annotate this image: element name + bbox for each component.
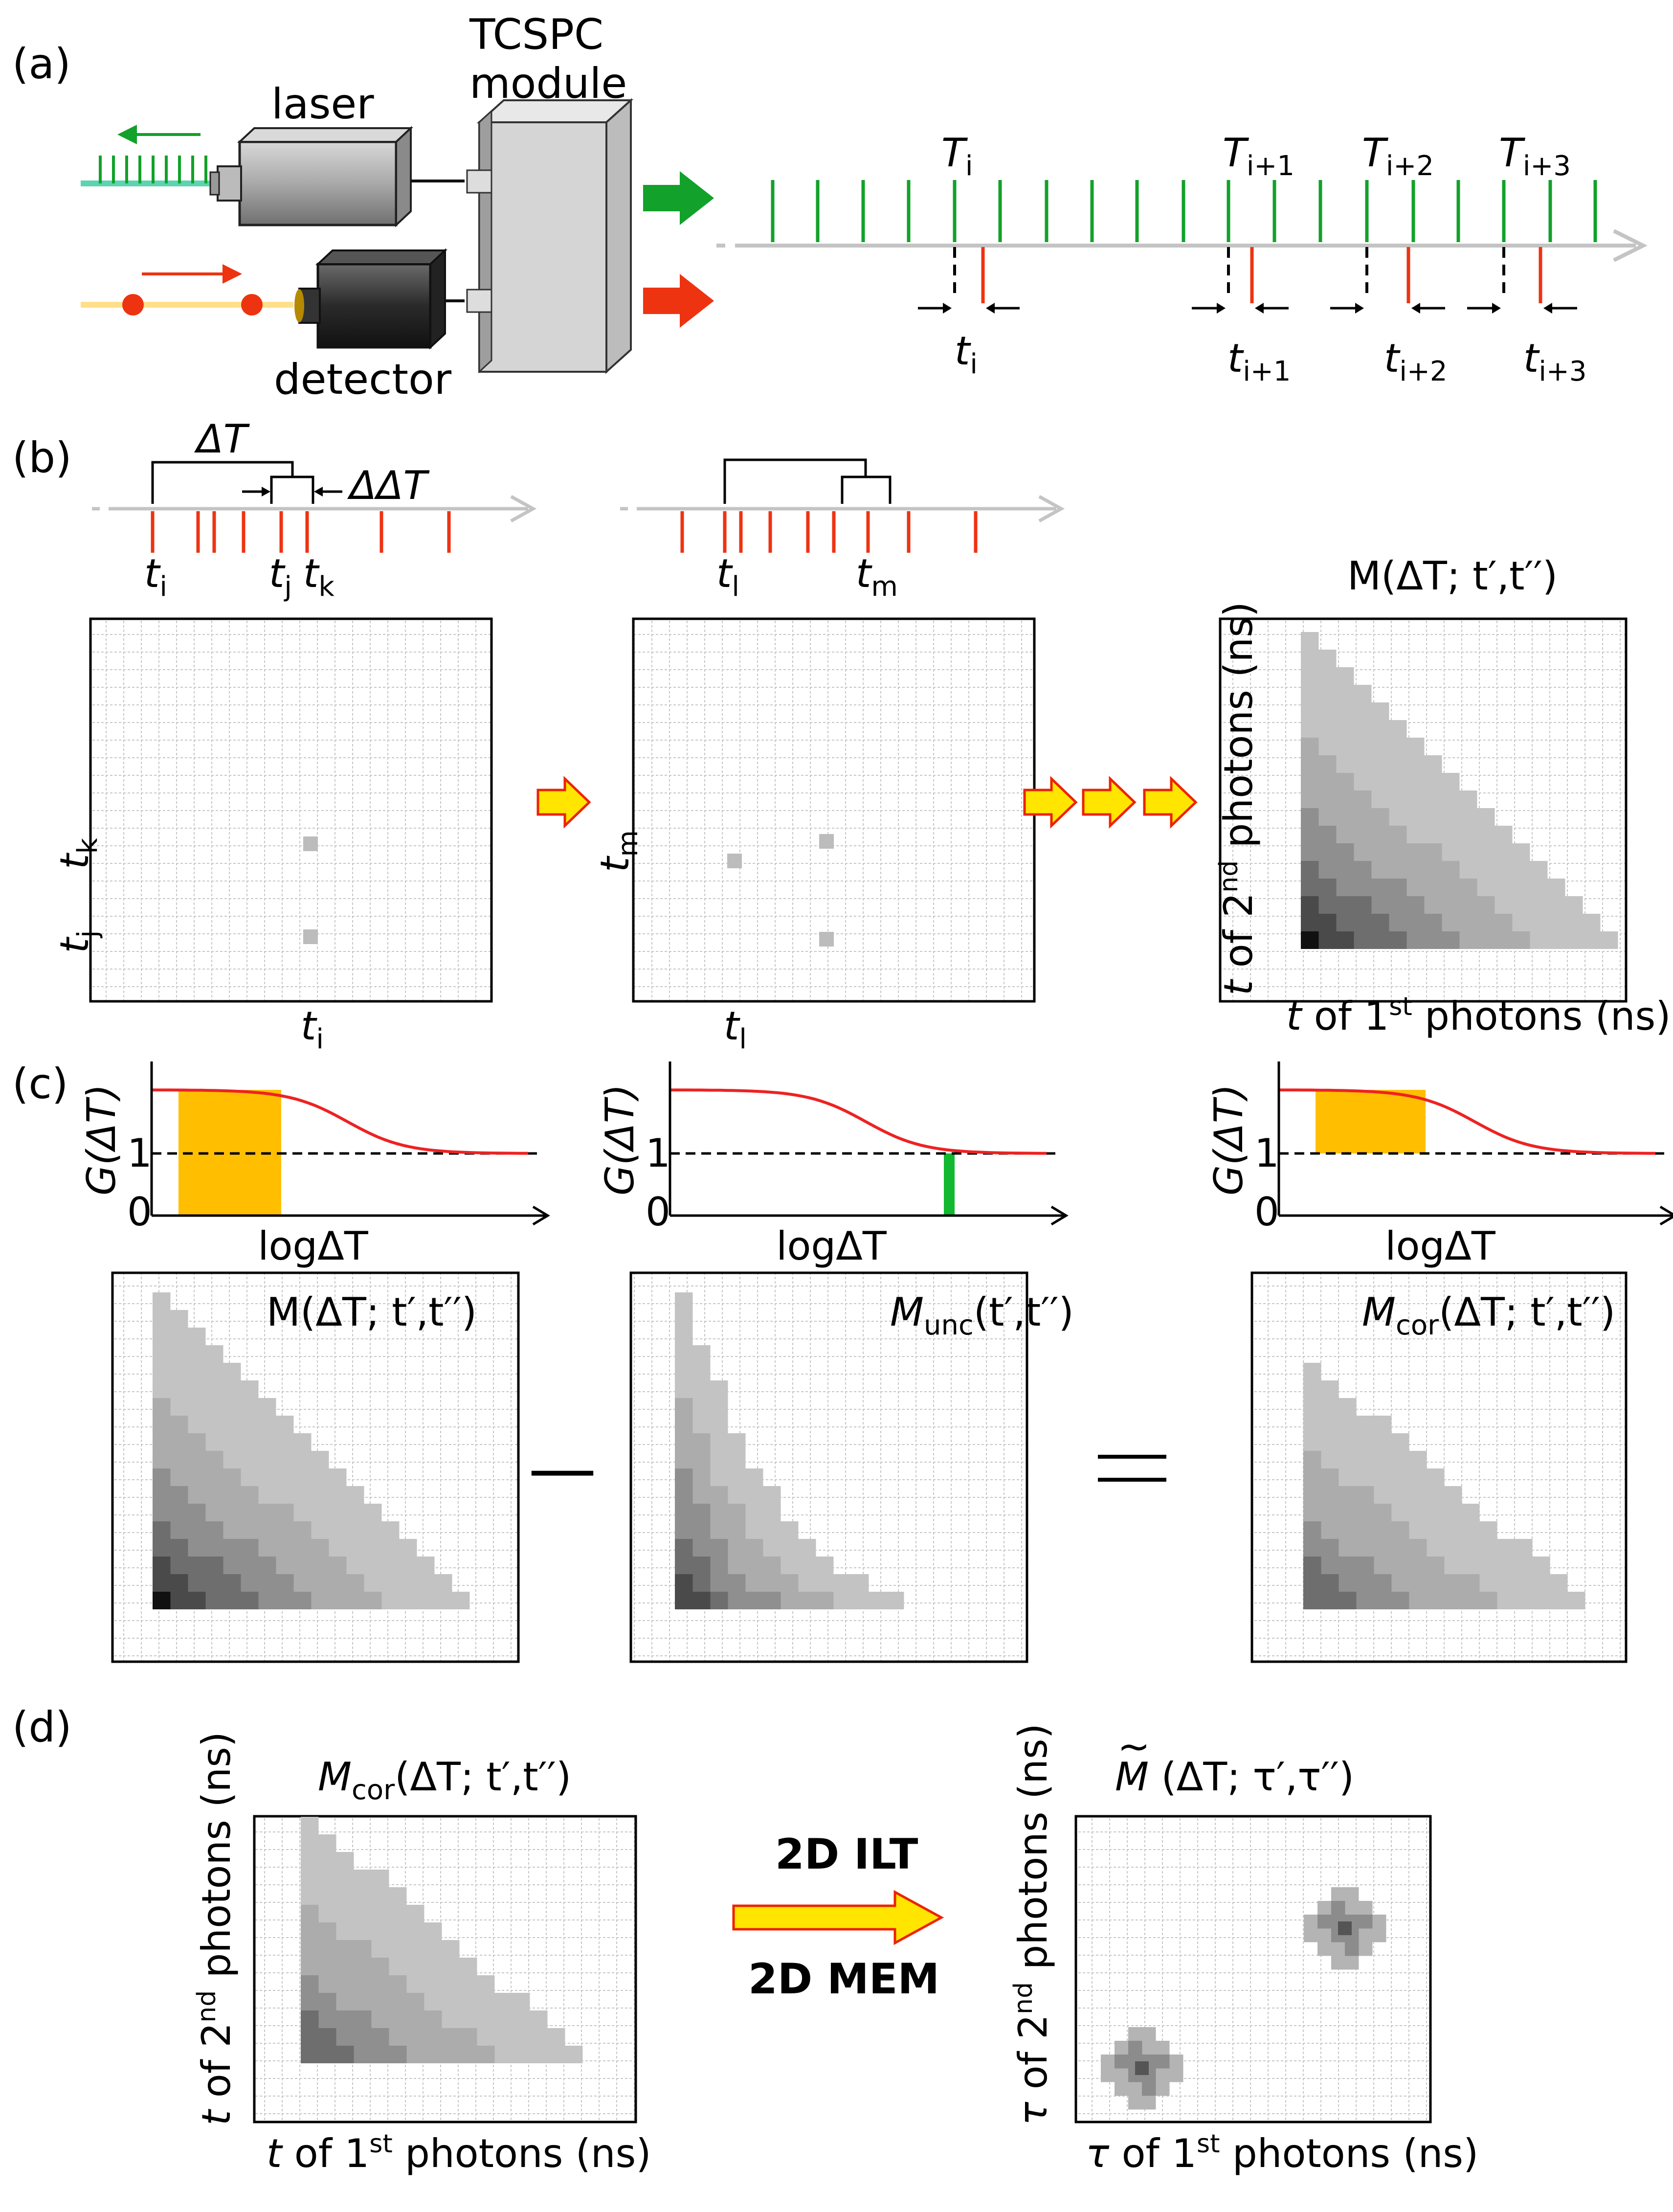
g-tick-0: 0 [646, 1189, 670, 1235]
g-xlabel: logΔT [258, 1223, 369, 1269]
tl1-label-0: ti [144, 551, 167, 603]
g-curve [152, 1088, 528, 1155]
macro-label-1: Ti+1 [1223, 130, 1294, 182]
map-c2 [629, 1271, 1028, 1663]
equals-sign [1098, 1455, 1166, 1482]
uncorrelated-window [944, 1153, 955, 1216]
delta-t-label: ΔT [194, 416, 250, 462]
g-xlabel: logΔT [776, 1223, 887, 1269]
timeline-a [707, 180, 1648, 314]
g-curve [670, 1088, 1047, 1155]
micro-label-1: ti+1 [1227, 336, 1291, 387]
timeline-b1 [83, 461, 537, 553]
laser-device [209, 126, 465, 227]
macro-label-3: Ti+3 [1499, 130, 1571, 182]
laser-label: laser [271, 80, 374, 129]
g-tick-1: 1 [1254, 1130, 1279, 1176]
map-b2-x-label: tl [724, 1003, 747, 1055]
map-d1-y-label: t of 2nd photons (ns) [192, 1732, 239, 2125]
ilt-arrow [732, 1890, 944, 1945]
map-b3-x-label: t of 1st photons (ns) [1286, 992, 1671, 1039]
g-ylabel: G(ΔT) [79, 1084, 124, 1196]
laser-pulses [81, 156, 225, 186]
map-b1-y-label-j: tj [52, 930, 104, 953]
map-d2-y-label: τ of 2nd photons (ns) [1009, 1723, 1056, 2125]
macro-label-2: Ti+2 [1362, 130, 1434, 182]
spot-fast-species [1101, 2027, 1183, 2110]
map-b2-y-label: tm [592, 830, 644, 872]
map-c2-title: Munc(t′,t′′) [890, 1289, 1074, 1341]
map-d1-x-label: t of 1st photons (ns) [267, 2129, 651, 2176]
panel-d-label: (d) [12, 1703, 72, 1752]
map-d2 [1074, 1815, 1432, 2123]
detector-device [294, 248, 465, 350]
correlation-window [1316, 1090, 1426, 1153]
g-plot-2: 1 0G(ΔT) logΔT [597, 1061, 1069, 1269]
tl2-label-0: tl [716, 551, 739, 603]
panel-c: (c) 10G(ΔT)logΔT10G(ΔT)logΔT10G(ΔT)logΔT… [12, 1060, 1673, 1663]
map-c1 [111, 1271, 520, 1663]
tilde-mark: ~ [1117, 1724, 1150, 1769]
map-d2-title: M (ΔT; τ′,τ′′) [1115, 1754, 1354, 1800]
tl1-label-2: tk [303, 551, 335, 603]
map-b3-title: M(ΔT; t′,t′′) [1347, 553, 1558, 599]
timeline-b2 [611, 458, 1065, 553]
g-tick-0: 0 [1254, 1189, 1279, 1235]
map-c1-title: M(ΔT; t′,t′′) [267, 1289, 477, 1335]
map-b1 [89, 617, 493, 1003]
g-plot-3: 1 0G(ΔT) logΔT [1206, 1061, 1673, 1269]
map-d1-title: Mcor(ΔT; t′,t′′) [318, 1754, 571, 1806]
g-xlabel: logΔT [1385, 1223, 1496, 1269]
progress-arrows-b [536, 776, 1198, 829]
map-d2-x-label: τ of 1st photons (ns) [1086, 2129, 1478, 2176]
map-b3 [1219, 617, 1628, 1003]
laser-direction-arrow [117, 125, 201, 144]
tcspc-label-line1: TCSPC [469, 10, 603, 59]
green-output-arrow [643, 171, 714, 225]
method-mem: 2D MEM [748, 1955, 939, 2004]
panel-a-label: (a) [12, 40, 71, 89]
g-tick-1: 1 [646, 1130, 670, 1176]
g-ylabel: G(ΔT) [1206, 1084, 1251, 1196]
map-c3 [1250, 1271, 1628, 1663]
panel-d: (d) Mcor(ΔT; t′,t′′) t of 1st photons (ns… [12, 1703, 1478, 2176]
micro-label-0: ti [955, 328, 978, 380]
macro-label-0: Ti [941, 130, 973, 182]
red-output-arrow [643, 274, 714, 328]
g-curve [1279, 1088, 1655, 1155]
detector-label: detector [274, 355, 452, 404]
panel-c-label: (c) [12, 1060, 68, 1108]
detector-photons [81, 294, 293, 316]
panel-a: (a) laser [12, 10, 1648, 404]
g-tick-0: 0 [127, 1189, 152, 1235]
micro-label-3: ti+3 [1523, 336, 1586, 387]
map-b1-x-label: ti [301, 1003, 324, 1055]
tcspc-module [466, 98, 634, 374]
photon-direction-arrow [142, 264, 242, 284]
map-b2 [632, 617, 1036, 1003]
tl2-label-1: tm [856, 551, 898, 603]
g-plot-1: 1 0G(ΔT) logΔT [79, 1061, 550, 1269]
micro-label-2: ti+2 [1384, 336, 1447, 387]
panel-b-label: (b) [12, 433, 72, 482]
tl1-label-1: tj [269, 551, 292, 603]
g-tick-1: 1 [127, 1130, 152, 1176]
g-ylabel: G(ΔT) [597, 1084, 643, 1196]
spot-slow-species [1304, 1887, 1386, 1970]
method-ilt: 2D ILT [775, 1830, 918, 1879]
map-b3-y-label: t of 2nd photons (ns) [1214, 602, 1261, 995]
delta-delta-t-label: ΔΔT [347, 463, 430, 508]
tcspc-label-line2: module [469, 59, 627, 108]
map-d1 [253, 1815, 637, 2123]
panel-b: (b) ΔT ΔΔT ti tj tk [12, 416, 1671, 1055]
map-b1-y-label-k: tk [52, 838, 104, 869]
map-c3-title: Mcor(ΔT; t′,t′′) [1362, 1289, 1615, 1341]
minus-sign: — [528, 1429, 597, 1509]
